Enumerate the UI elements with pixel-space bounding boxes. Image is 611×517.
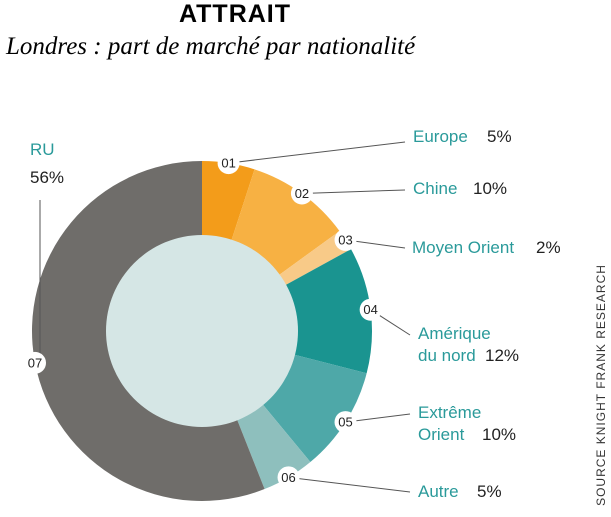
value-label: 10% bbox=[473, 179, 508, 198]
marker-label: 02 bbox=[295, 186, 309, 201]
leader-line bbox=[228, 141, 406, 164]
category-label: Extrême Orient bbox=[418, 403, 482, 444]
marker-circle bbox=[359, 298, 382, 321]
value-label: 5% bbox=[487, 127, 512, 146]
category-label: Europe bbox=[413, 127, 468, 146]
chart-title: ATTRAIT bbox=[178, 0, 292, 28]
category-label: Chine bbox=[413, 179, 458, 198]
source: SOURCE KNIGHT FRANK RESEARCH bbox=[594, 264, 608, 506]
marker-label: 03 bbox=[338, 232, 352, 247]
leader-line bbox=[288, 476, 411, 493]
chart-subtitle: Londres : part de marché par nationalité bbox=[6, 33, 416, 60]
leader-line bbox=[301, 189, 406, 194]
category-label: Autre bbox=[418, 482, 459, 501]
value-label: 12% bbox=[485, 346, 520, 365]
marker-label: 07 bbox=[28, 355, 42, 370]
category-label: Amérique du nord bbox=[418, 324, 491, 365]
category-label: RU bbox=[30, 140, 55, 159]
marker-label: 04 bbox=[363, 302, 377, 317]
marker-circle bbox=[217, 152, 240, 175]
value-label: 5% bbox=[477, 482, 502, 501]
marker-circle bbox=[290, 182, 313, 205]
marker-circle bbox=[277, 466, 300, 489]
value-label: 2% bbox=[536, 238, 561, 257]
marker-circle bbox=[24, 351, 47, 374]
marker-circle bbox=[334, 228, 357, 251]
value-label: 10% bbox=[482, 425, 517, 444]
marker-label: 05 bbox=[338, 415, 352, 430]
marker-label: 01 bbox=[221, 156, 235, 171]
category-label: Moyen Orient bbox=[412, 238, 515, 257]
donut-hole bbox=[106, 235, 298, 427]
marker-circle bbox=[334, 411, 357, 434]
marker-label: 06 bbox=[281, 470, 295, 485]
value-label: 56% bbox=[30, 168, 65, 187]
